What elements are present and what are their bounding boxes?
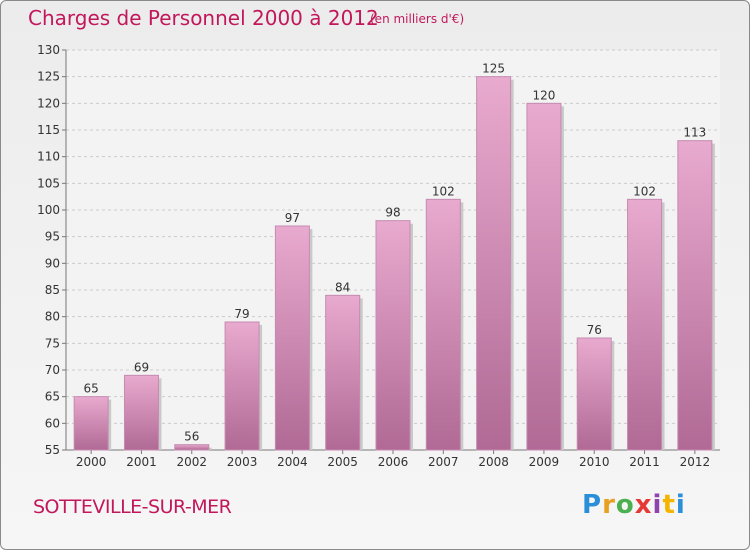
y-tick-label: 75: [45, 336, 60, 350]
y-tick-label: 90: [45, 256, 60, 270]
y-tick-label: 130: [37, 43, 60, 57]
y-tick-label: 115: [37, 123, 60, 137]
x-tick-label: 2002: [176, 455, 207, 469]
y-tick-label: 110: [37, 150, 60, 164]
y-tick-label: 60: [45, 416, 60, 430]
bar-value-label: 69: [134, 360, 149, 374]
x-tick-label: 2011: [629, 455, 660, 469]
bar-value-label: 98: [385, 206, 400, 220]
bar: [123, 374, 159, 451]
commune-name: SOTTEVILLE-SUR-MER: [33, 496, 232, 518]
x-tick-label: 2001: [126, 455, 157, 469]
x-tick-label: 2003: [227, 455, 258, 469]
x-tick-label: 2005: [327, 455, 358, 469]
y-tick-label: 70: [45, 363, 60, 377]
bar: [627, 198, 663, 451]
bar-value-label: 84: [335, 280, 350, 294]
bar: [476, 76, 512, 451]
bars: [73, 76, 715, 451]
axes: 55 60 65 70 75 80 85 90 95 100 105 110 115 120 125 130 2…: [37, 43, 720, 469]
bar-value-label: 79: [234, 307, 249, 321]
x-tick-label: 2007: [428, 455, 459, 469]
y-tick-label: 80: [45, 310, 60, 324]
bar: [375, 220, 411, 451]
bar-value-label: 97: [285, 211, 300, 225]
bar-value-label: 102: [432, 184, 455, 198]
x-tick-label: 2006: [378, 455, 409, 469]
x-tick-label: 2000: [76, 455, 107, 469]
proxiti-logo: Proxiti: [582, 490, 686, 520]
x-tick-label: 2004: [277, 455, 308, 469]
bar-value-label: 113: [683, 126, 706, 140]
y-tick-label: 105: [37, 176, 60, 190]
bar-value-label: 56: [184, 430, 199, 444]
y-tick-label: 55: [45, 443, 60, 457]
y-tick-label: 65: [45, 390, 60, 404]
chart-subtitle: (en milliers d'€): [370, 12, 465, 26]
y-tick-label: 95: [45, 230, 60, 244]
y-tick-label: 120: [37, 96, 60, 110]
y-tick-label: 100: [37, 203, 60, 217]
bar: [576, 337, 612, 451]
bar: [224, 321, 260, 451]
bar-value-label: 65: [84, 382, 99, 396]
x-tick-label: 2012: [680, 455, 711, 469]
y-tick-label: 85: [45, 283, 60, 297]
bar: [174, 444, 210, 451]
bar-value-label: 102: [633, 184, 656, 198]
bar-value-label: 125: [482, 62, 505, 76]
x-tick-label: 2008: [478, 455, 509, 469]
y-tick-label: 125: [37, 70, 60, 84]
bar-value-label: 76: [587, 323, 602, 337]
x-tick-label: 2009: [529, 455, 560, 469]
chart-title: Charges de Personnel 2000 à 2012: [28, 6, 379, 30]
bar: [73, 396, 109, 451]
bar: [325, 294, 361, 451]
bar: [526, 102, 562, 451]
bar-value-label: 120: [532, 88, 555, 102]
bar: [425, 198, 461, 451]
x-tick-label: 2010: [579, 455, 610, 469]
bar: [677, 140, 713, 451]
data-labels: 65 69 56 79 97 84 98 102 125 120 76 102 113: [84, 62, 707, 444]
bar: [274, 225, 310, 451]
